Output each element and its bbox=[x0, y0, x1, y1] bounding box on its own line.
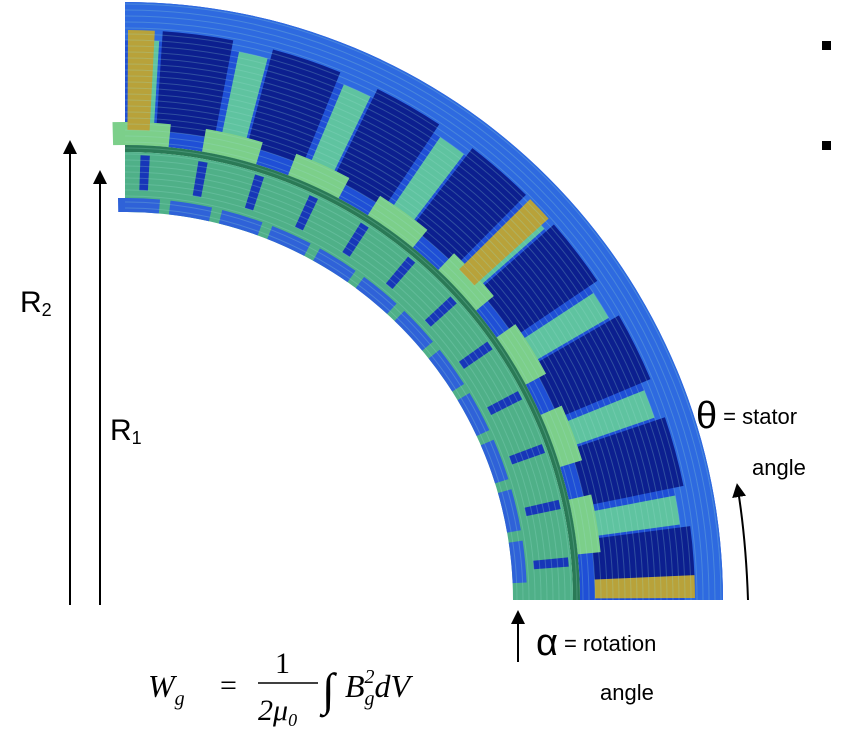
dv: dV bbox=[375, 668, 414, 704]
r1-sub: 1 bbox=[132, 428, 142, 448]
theta-label: θ= stator bbox=[696, 395, 797, 437]
bullet bbox=[822, 41, 831, 50]
rotor-pocket bbox=[118, 198, 160, 213]
page: {"labels": { "r2": {"main": "R", "sub": … bbox=[0, 0, 864, 739]
alpha-label: α= rotation bbox=[536, 622, 656, 664]
formula-lhs: Wg bbox=[148, 668, 185, 710]
bullet bbox=[822, 141, 831, 150]
motor-field-plot bbox=[112, 2, 723, 600]
r1-label: R1 bbox=[110, 414, 142, 448]
theta-text: = stator bbox=[723, 404, 797, 429]
den-sub: 0 bbox=[288, 710, 297, 730]
formula-den: 2μ0 bbox=[258, 694, 297, 730]
theta-arrow bbox=[738, 490, 748, 600]
alpha-text: = rotation bbox=[564, 631, 656, 656]
r2-label: R2 bbox=[20, 286, 52, 320]
r2-sub: 2 bbox=[42, 300, 52, 320]
formula-num: 1 bbox=[275, 647, 290, 680]
theta-symbol: θ bbox=[696, 395, 717, 437]
formula-eq: = bbox=[220, 669, 237, 702]
den: 2μ bbox=[258, 694, 288, 727]
alpha-symbol: α bbox=[536, 622, 558, 664]
integral: ∫ bbox=[319, 664, 337, 718]
r2-main: R bbox=[20, 286, 42, 319]
b-sub: g bbox=[365, 688, 375, 710]
b: B bbox=[345, 668, 365, 704]
lhs-sub: g bbox=[175, 688, 185, 710]
r1-main: R bbox=[110, 414, 132, 447]
diagram: R2 R1 θ= stator angle α= rotation angle … bbox=[0, 0, 864, 739]
theta-text2: angle bbox=[752, 455, 806, 480]
alpha-text2: angle bbox=[600, 680, 654, 705]
b-sup: 2 bbox=[365, 666, 375, 688]
lhs: W bbox=[148, 668, 178, 704]
